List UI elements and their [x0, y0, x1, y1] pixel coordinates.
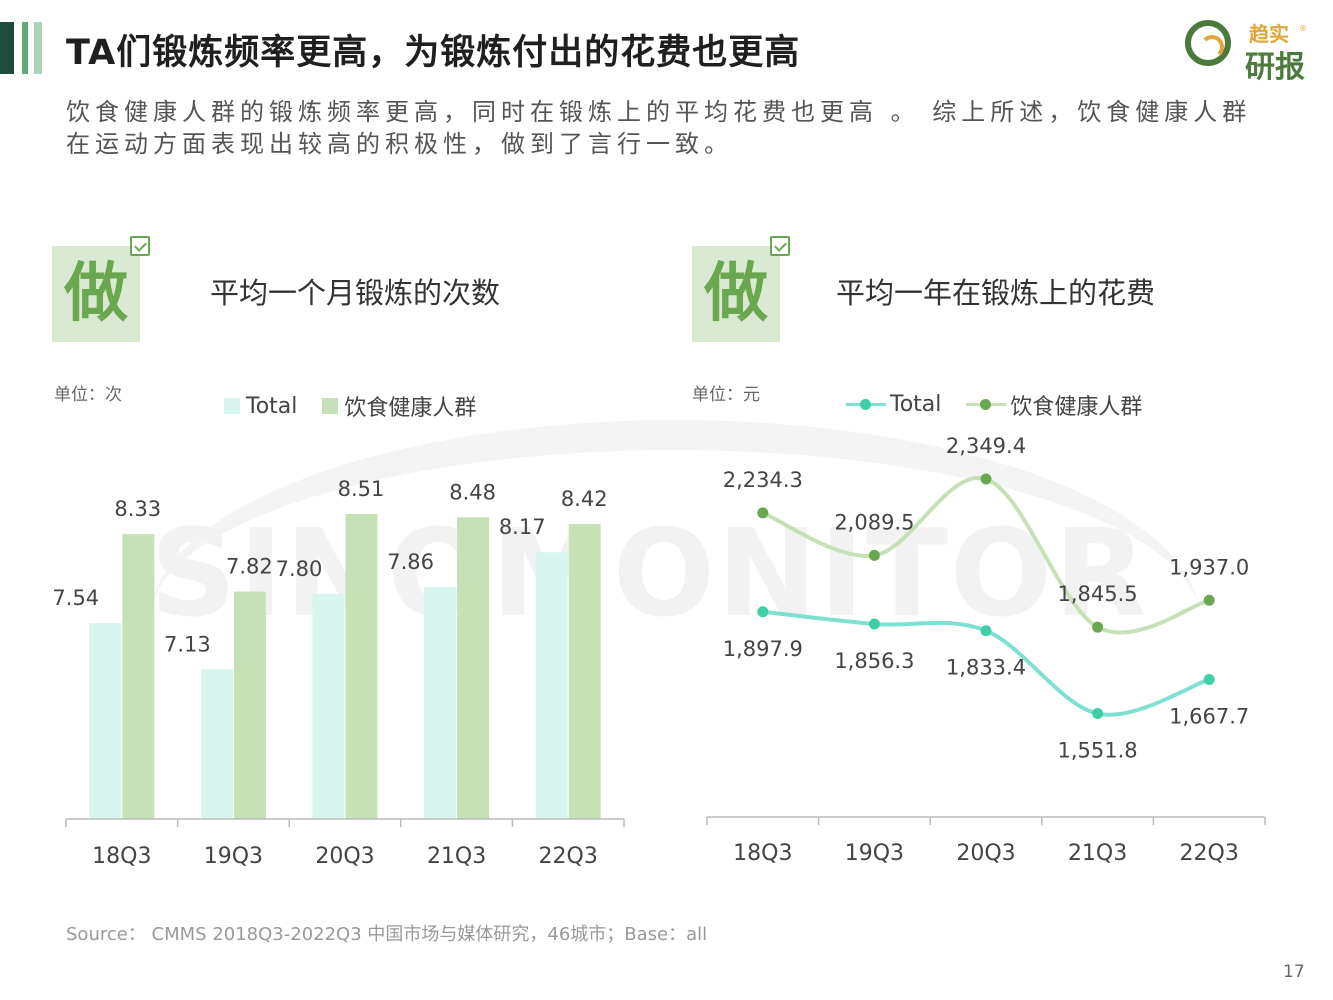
bar-healthy — [233, 591, 266, 819]
point-healthy — [980, 473, 992, 485]
x-tick-label: 18Q3 — [733, 841, 792, 866]
page-number: 17 — [1283, 962, 1305, 982]
data-label-healthy: 2,349.4 — [946, 434, 1026, 458]
point-healthy — [868, 549, 880, 561]
bar-total — [424, 587, 457, 819]
intro-paragraph: 饮食健康人群的锻炼频率更高，同时在锻炼上的平均花费也更高 。 综上所述，饮食健康… — [66, 98, 1252, 158]
logo-text-top: 趋实 — [1249, 22, 1289, 46]
logo-registered: ® — [1299, 24, 1307, 33]
data-label-total: 7.80 — [276, 557, 323, 581]
x-tick-label: 18Q3 — [92, 844, 151, 869]
chart-title-left: 平均一个月锻炼的次数 — [210, 276, 501, 310]
point-healthy — [1203, 594, 1215, 606]
data-label-healthy: 2,089.5 — [834, 510, 914, 534]
point-total — [980, 625, 992, 637]
unit-label-right: 单位：元 — [692, 385, 760, 405]
data-label-total: 1,856.3 — [834, 649, 914, 673]
bar-healthy — [568, 524, 601, 819]
x-tick-label: 22Q3 — [539, 844, 598, 869]
accent-bar — [22, 22, 28, 74]
source-note: Source： CMMS 2018Q3-2022Q3 中国市场与媒体研究，46城… — [66, 924, 708, 945]
badge-left: 做 — [52, 246, 140, 342]
bar-total — [535, 552, 568, 819]
x-tick-label: 20Q3 — [315, 844, 374, 869]
x-tick-label: 19Q3 — [204, 844, 263, 869]
legend-label: Total — [246, 393, 298, 419]
clipboard-check-icon — [770, 236, 790, 256]
badge-right: 做 — [692, 246, 780, 342]
data-label-healthy: 8.51 — [338, 477, 385, 501]
data-label-healthy: 8.48 — [449, 480, 496, 504]
data-label-healthy: 2,234.3 — [723, 468, 803, 492]
legend-swatch-healthy — [322, 398, 339, 414]
badge-char: 做 — [704, 257, 768, 331]
legend-item-healthy: 饮食健康人群 — [966, 389, 1142, 421]
data-label-total: 1,833.4 — [946, 656, 1026, 680]
accent-bar — [0, 22, 14, 74]
legend-line-total — [846, 399, 886, 410]
point-healthy — [1092, 621, 1104, 633]
legend-item-healthy: 饮食健康人群 — [322, 390, 476, 422]
accent-bar — [34, 22, 42, 74]
legend-right: Total 饮食健康人群 — [846, 387, 1160, 421]
x-tick-label: 21Q3 — [1068, 841, 1127, 866]
x-tick-label: 20Q3 — [956, 841, 1015, 866]
point-healthy — [757, 507, 769, 519]
legend-item-total: Total — [846, 392, 941, 417]
point-total — [868, 618, 880, 630]
data-label-healthy: 8.33 — [114, 497, 161, 521]
chart-title-right: 平均一年在锻炼上的花费 — [836, 276, 1156, 310]
bar-healthy — [457, 517, 490, 819]
data-label-healthy: 1,845.5 — [1058, 582, 1138, 606]
point-total — [1203, 673, 1215, 685]
data-label-healthy: 1,937.0 — [1169, 555, 1249, 579]
series-line-healthy — [762, 475, 1210, 635]
clipboard-check-icon — [130, 236, 150, 256]
legend-left: Total 饮食健康人群 — [224, 390, 494, 422]
data-label-total: 1,667.7 — [1169, 704, 1249, 728]
legend-line-healthy — [966, 399, 1007, 410]
logo-text-bottom: 研报 — [1245, 50, 1305, 85]
page-title: TA们锻炼频率更高，为锻炼付出的花费也更高 — [66, 33, 801, 73]
data-label-total: 8.17 — [499, 515, 546, 539]
legend-label: 饮食健康人群 — [1010, 394, 1143, 420]
logo-mark-icon — [1185, 20, 1231, 66]
legend-label: 饮食健康人群 — [344, 396, 477, 421]
legend-label: Total — [890, 392, 942, 417]
legend-swatch-total — [224, 398, 240, 414]
x-tick-label: 22Q3 — [1180, 841, 1239, 866]
bar-healthy — [122, 534, 155, 819]
point-total — [757, 606, 769, 618]
bar-healthy — [345, 513, 378, 819]
bar-total — [89, 623, 122, 819]
badge-char: 做 — [64, 257, 128, 331]
x-tick-label: 19Q3 — [845, 841, 904, 866]
x-tick-label: 21Q3 — [427, 844, 486, 869]
data-label-total: 7.54 — [52, 586, 99, 610]
data-label-total: 7.86 — [387, 550, 434, 574]
data-label-healthy: 8.42 — [561, 487, 608, 511]
legend-item-total: Total — [224, 394, 297, 419]
point-total — [1092, 708, 1104, 720]
data-label-total: 7.13 — [164, 632, 211, 656]
bar-total — [200, 669, 233, 819]
data-label-total: 1,897.9 — [723, 637, 803, 661]
bar-total — [312, 593, 345, 819]
data-label-healthy: 7.82 — [226, 555, 273, 579]
brand-logo: 趋实 ® 研报 — [1183, 14, 1323, 85]
data-label-total: 1,551.8 — [1058, 739, 1138, 763]
unit-label-left: 单位：次 — [54, 385, 122, 405]
